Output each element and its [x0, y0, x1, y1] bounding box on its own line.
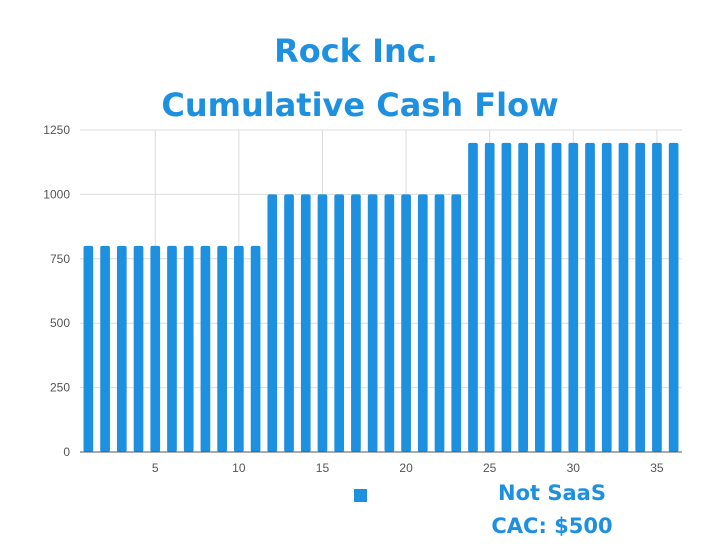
- y-tick-label: 250: [50, 381, 70, 395]
- x-tick-label: 15: [316, 461, 330, 475]
- bar: [417, 194, 428, 452]
- y-tick-label: 1000: [43, 187, 70, 201]
- bar: [284, 194, 294, 452]
- bar: [501, 142, 512, 452]
- bar: [100, 245, 110, 452]
- bar: [217, 245, 227, 452]
- x-tick-label: 5: [152, 461, 159, 475]
- chart-subtitle: Cumulative Cash Flow: [161, 86, 558, 124]
- bar-series: [83, 142, 679, 452]
- y-tick-label: 750: [50, 252, 70, 266]
- bar: [401, 194, 411, 452]
- bar: [484, 142, 495, 452]
- bar: [351, 194, 361, 452]
- bar: [568, 142, 579, 452]
- bar: [133, 245, 144, 452]
- y-tick-label: 500: [50, 316, 70, 330]
- x-tick-label: 35: [650, 461, 664, 475]
- x-tick-label: 20: [399, 461, 413, 475]
- bar: [300, 194, 311, 452]
- bar: [451, 194, 462, 452]
- bar: [551, 142, 562, 452]
- legend: Not SaaS CAC: $500: [354, 481, 613, 538]
- bar: [83, 245, 94, 452]
- bar: [535, 142, 545, 452]
- legend-swatch: [354, 489, 367, 502]
- bar: [116, 245, 127, 452]
- bar: [618, 142, 629, 452]
- bar: [334, 194, 345, 452]
- bar: [234, 245, 244, 452]
- axes: 0 250 500 750 1000 1250 5 10 15 20 25 30 35: [43, 123, 682, 475]
- bar: [518, 142, 528, 452]
- bar: [668, 142, 679, 452]
- x-tick-label: 10: [232, 461, 246, 475]
- x-tick-label: 30: [567, 461, 581, 475]
- bar: [652, 142, 662, 452]
- bar: [150, 245, 161, 452]
- bar: [167, 245, 177, 452]
- x-tick-label: 25: [483, 461, 497, 475]
- legend-label: Not SaaS: [498, 481, 606, 505]
- bar: [468, 142, 478, 452]
- bar: [585, 142, 595, 452]
- y-tick-label: 0: [63, 445, 70, 459]
- bar: [267, 194, 278, 452]
- bar: [317, 194, 328, 452]
- bar: [367, 194, 378, 452]
- bar: [183, 245, 194, 452]
- bar: [200, 245, 211, 452]
- bar: [250, 245, 261, 452]
- chart-title: Rock Inc.: [274, 32, 438, 70]
- bar: [601, 142, 612, 452]
- bar: [635, 142, 646, 452]
- bar: [434, 194, 445, 452]
- legend-label: CAC: $500: [491, 514, 612, 538]
- bar: [384, 194, 395, 452]
- y-tick-label: 1250: [43, 123, 70, 137]
